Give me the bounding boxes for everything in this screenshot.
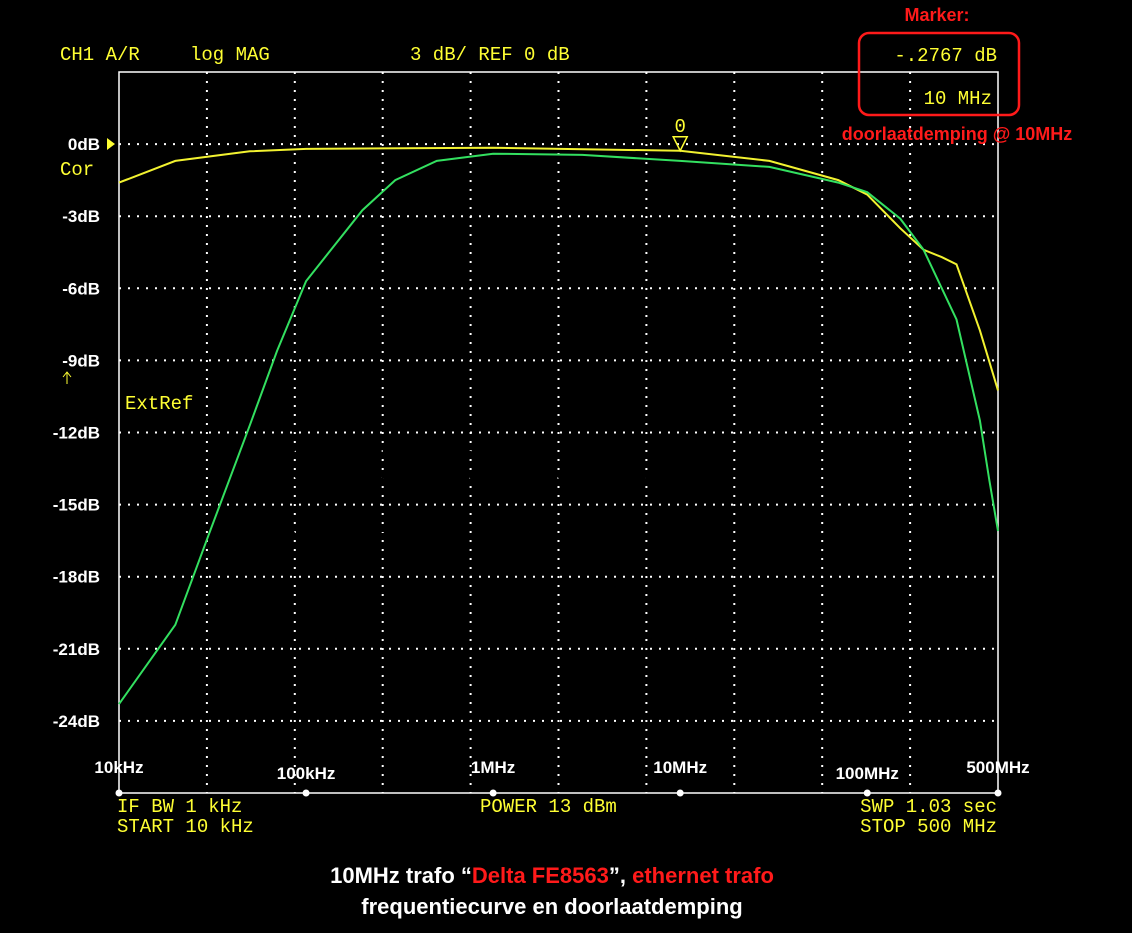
format: log MAG bbox=[190, 44, 270, 66]
y-tick-label: -18dB bbox=[53, 568, 100, 587]
x-tick-label: 100kHz bbox=[277, 764, 336, 783]
scale-arrow bbox=[62, 371, 72, 384]
x-tick-label: 500MHz bbox=[966, 758, 1029, 777]
x-tick bbox=[302, 789, 310, 797]
caption: 10MHz trafo “Delta FE8563”, ethernet tra… bbox=[330, 863, 774, 888]
footer: STOP 500 MHz bbox=[860, 816, 997, 838]
marker-value: -.2767 dB bbox=[894, 45, 997, 67]
footer: START 10 kHz bbox=[117, 816, 254, 838]
trace bbox=[118, 152, 999, 705]
caption-line: frequentiecurve en doorlaatdemping bbox=[361, 894, 742, 919]
caption-part: ethernet trafo bbox=[632, 863, 774, 888]
x-tick bbox=[489, 789, 497, 797]
footer: IF BW 1 kHz bbox=[117, 796, 242, 818]
x-tick-label: 1MHz bbox=[471, 758, 515, 777]
annotation: groen = referentie: trafo Gertjan, met A… bbox=[270, 469, 776, 489]
y-tick-label: -21dB bbox=[53, 640, 100, 659]
y-tick-label: -9dB bbox=[62, 351, 100, 370]
annotation: geel = trafo Delta FE8563, ethernet traf… bbox=[270, 443, 620, 463]
marker-box bbox=[857, 31, 1021, 117]
caption-part: Delta FE8563 bbox=[472, 863, 609, 888]
x-tick-label: 10MHz bbox=[653, 758, 707, 777]
y-tick-label: -15dB bbox=[53, 496, 100, 515]
marker-title: Marker: bbox=[904, 5, 969, 25]
marker bbox=[671, 136, 689, 153]
x-tick-label: 100MHz bbox=[836, 764, 899, 783]
y-tick-label: -12dB bbox=[53, 424, 100, 443]
channel: CH1 A/R bbox=[60, 44, 140, 66]
footer: POWER 13 dBm bbox=[480, 796, 617, 818]
y-tick-label: -6dB bbox=[62, 279, 100, 298]
footer: SWP 1.03 sec bbox=[860, 796, 997, 818]
y-tick-label: -3dB bbox=[62, 207, 100, 226]
x-tick-label: 10kHz bbox=[94, 758, 143, 777]
y-tick-label: 0dB bbox=[68, 135, 100, 154]
annotation: meet niveau = +10dBm bbox=[270, 524, 465, 544]
plot-frame bbox=[118, 71, 999, 794]
ref-arrow bbox=[107, 138, 115, 150]
marker-freq: 10 MHz bbox=[924, 88, 992, 110]
status-cor: Cor bbox=[60, 159, 94, 181]
marker-note: doorlaatdemping @ 10MHz bbox=[842, 124, 1073, 144]
x-tick bbox=[863, 789, 871, 797]
caption-part: 10MHz trafo “ bbox=[330, 863, 472, 888]
status-extref: ExtRef bbox=[125, 393, 193, 415]
scale: 3 dB/ REF 0 dB bbox=[410, 44, 570, 66]
x-tick bbox=[676, 789, 684, 797]
x-tick bbox=[115, 789, 123, 797]
trace bbox=[118, 146, 999, 391]
marker-name: 0 bbox=[674, 116, 685, 138]
y-tick-label: -24dB bbox=[53, 712, 100, 731]
x-tick bbox=[994, 789, 1002, 797]
caption-part: ”, bbox=[609, 863, 632, 888]
